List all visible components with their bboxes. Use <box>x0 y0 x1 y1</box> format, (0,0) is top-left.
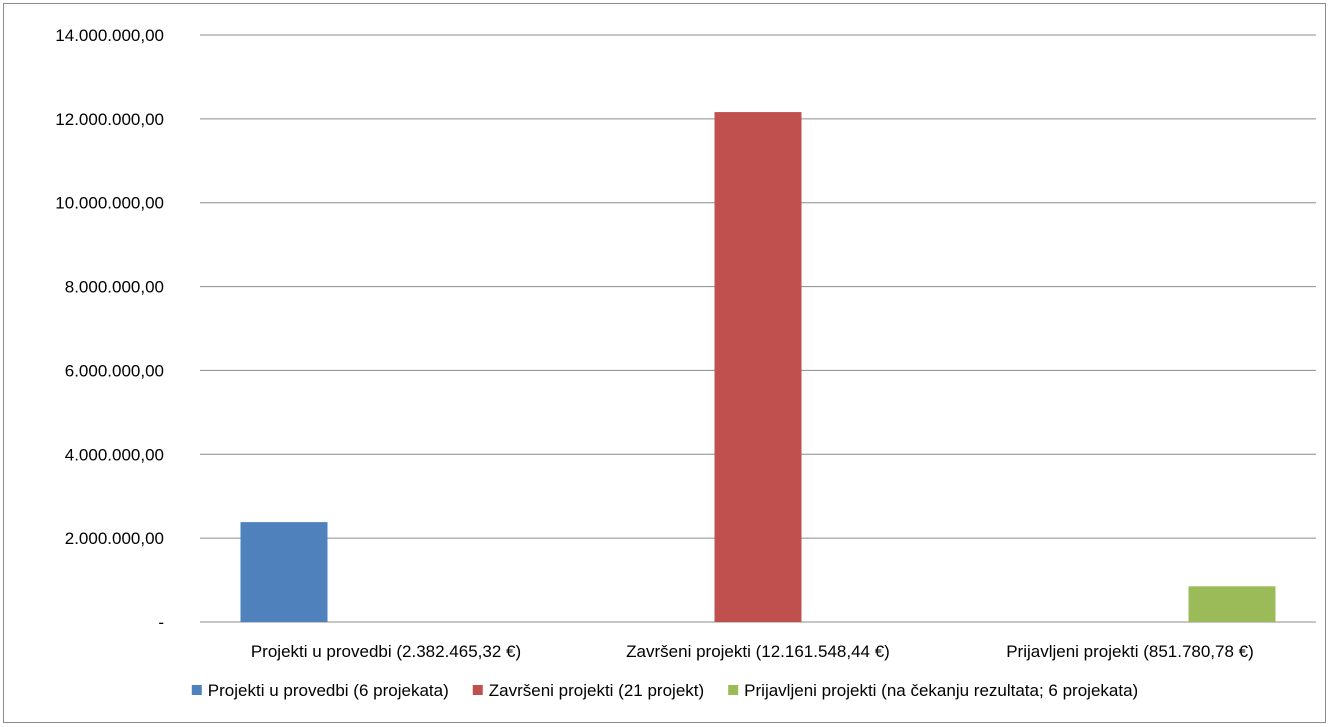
bar-zavr-eni-projekti-21-projekt <box>714 112 802 622</box>
y-tick-label: 10.000.000,00 <box>55 194 164 213</box>
x-category-label: Projekti u provedbi (2.382.465,32 €) <box>251 642 521 661</box>
y-tick-label: - <box>158 613 164 632</box>
x-axis-category-labels: Projekti u provedbi (2.382.465,32 €) Zavr… <box>251 642 1254 661</box>
y-tick-label: 14.000.000,00 <box>55 26 164 45</box>
y-tick-label: 2.000.000,00 <box>65 529 164 548</box>
legend-label: Završeni projekti (21 projekt) <box>489 681 704 700</box>
y-axis-tick-labels: - 2.000.000,00 4.000.000,00 6.000.000,00 8.0… <box>55 26 164 632</box>
bar-projekti-u-provedbi-6-projekata <box>240 522 328 622</box>
legend-swatch <box>191 685 202 695</box>
legend-item: Prijavljeni projekti (na čekanju rezulta… <box>728 681 1138 700</box>
x-category-label: Prijavljeni projekti (851.780,78 €) <box>1006 642 1254 661</box>
legend-swatch <box>728 685 739 695</box>
bars <box>240 112 1276 622</box>
legend-item: Projekti u provedbi (6 projekata) <box>191 681 449 700</box>
y-tick-label: 8.000.000,00 <box>65 278 164 297</box>
legend-label: Prijavljeni projekti (na čekanju rezulta… <box>744 681 1138 700</box>
legend-item: Završeni projekti (21 projekt) <box>472 681 704 700</box>
x-category-label: Završeni projekti (12.161.548,44 €) <box>626 642 890 661</box>
y-tick-label: 4.000.000,00 <box>65 445 164 464</box>
y-tick-label: 12.000.000,00 <box>55 110 164 129</box>
chart-frame <box>3 3 1326 723</box>
legend-label: Projekti u provedbi (6 projekata) <box>208 681 449 700</box>
legend-swatch <box>472 685 483 695</box>
legend: Projekti u provedbi (6 projekata) Završen… <box>191 681 1138 700</box>
bar-prijavljeni-projekti-na-ekanju-rezultata-6-projekata <box>1188 586 1276 622</box>
y-tick-label: 6.000.000,00 <box>65 361 164 380</box>
